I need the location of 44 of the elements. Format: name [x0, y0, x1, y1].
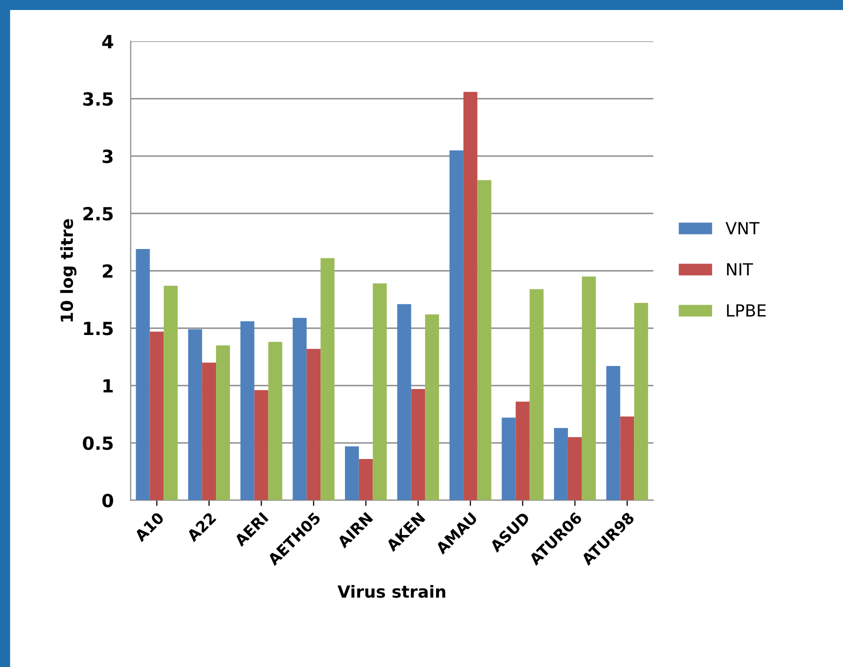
bar	[530, 289, 544, 500]
y-tick-label: 3	[102, 150, 113, 164]
bar	[344, 446, 359, 500]
bar	[449, 150, 464, 500]
y-tick-label: 4	[102, 35, 114, 48]
bar	[150, 332, 164, 500]
y-tick-label: 0	[102, 494, 114, 508]
y-tick-label: 2	[102, 264, 112, 278]
bar	[358, 458, 373, 500]
bar	[136, 249, 150, 500]
bar	[554, 428, 568, 500]
bar	[268, 342, 282, 500]
bar	[582, 276, 596, 500]
legend-label: NIT	[727, 263, 754, 276]
bar	[502, 418, 516, 500]
bar	[372, 283, 387, 500]
bar	[216, 345, 230, 500]
y-axis-title: 10 log titre	[60, 219, 76, 322]
bar	[292, 318, 307, 500]
bar	[202, 362, 216, 500]
bar	[477, 180, 492, 500]
bar	[516, 402, 530, 500]
bar	[606, 366, 620, 500]
bar	[188, 329, 202, 500]
bar	[425, 314, 440, 500]
y-tick-label: 3.5	[83, 92, 113, 106]
bar	[463, 92, 478, 500]
y-tick-label: 1	[103, 379, 113, 392]
bar	[411, 388, 426, 500]
bar	[254, 390, 268, 500]
y-tick-label: 1.5	[84, 322, 113, 336]
bar	[164, 286, 178, 500]
y-tick-label: 2.5	[83, 206, 113, 221]
x-axis-title: Virus strain	[338, 584, 446, 598]
bar	[634, 302, 648, 500]
bar	[620, 416, 634, 500]
bar	[320, 258, 334, 500]
bar	[240, 321, 254, 500]
y-tick-label: 0.5	[82, 436, 113, 450]
bar	[568, 437, 582, 500]
bar	[397, 304, 412, 500]
bar	[306, 348, 321, 500]
legend-label: LPBE	[727, 304, 766, 317]
legend-label: VNT	[726, 222, 760, 234]
